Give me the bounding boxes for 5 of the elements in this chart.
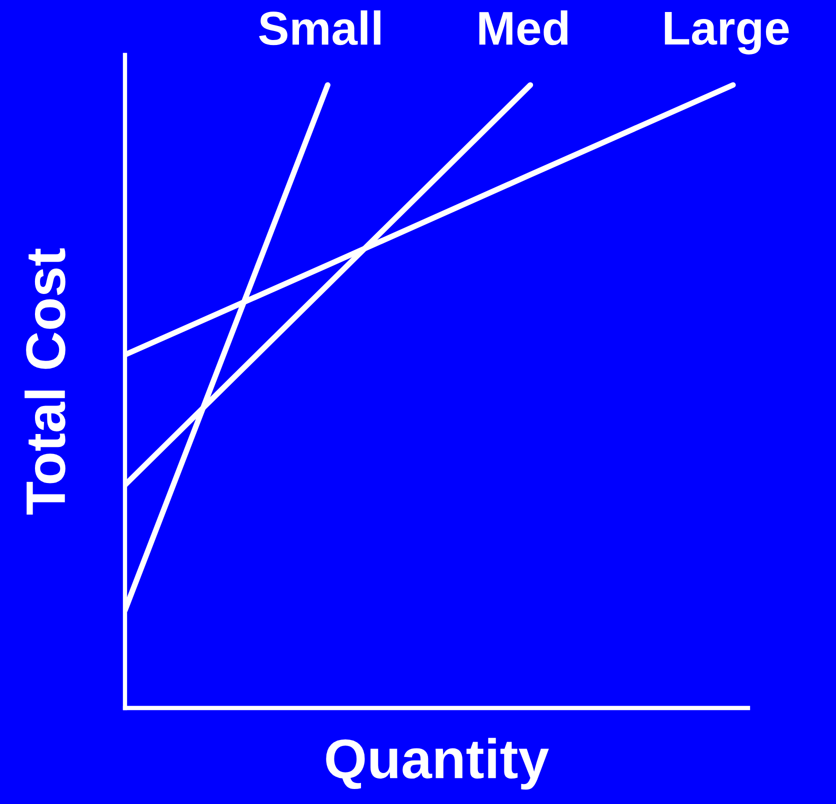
x-axis-title: Quantity — [326, 738, 549, 790]
y-axis-title: Total Cost — [24, 248, 66, 515]
series-label: Small — [259, 10, 380, 46]
series-label: Med — [479, 10, 568, 46]
series-label: Large — [664, 12, 789, 54]
